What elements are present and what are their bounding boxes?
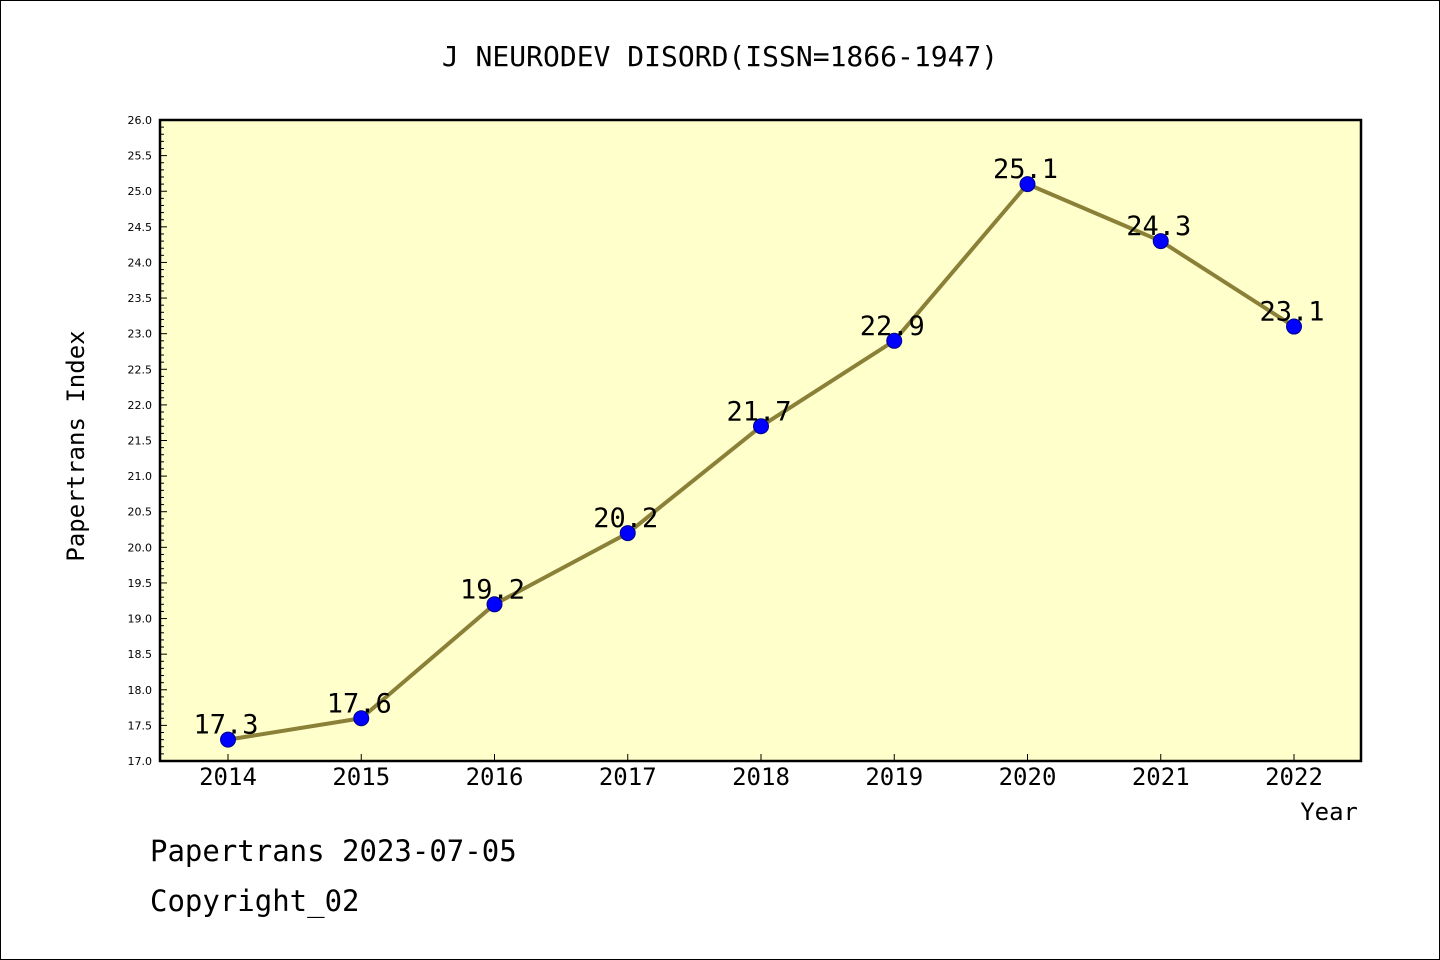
x-tick-label: 2014 [199, 763, 257, 791]
footer-copyright: Copyright_02 [150, 884, 360, 918]
y-tick-label: 23.5 [128, 292, 153, 305]
data-point [486, 596, 503, 613]
y-tick-label: 19.5 [128, 577, 153, 590]
data-label: 22.9 [860, 311, 925, 342]
data-label: 17.3 [193, 710, 258, 741]
data-label: 20.2 [593, 503, 658, 534]
data-point [886, 332, 903, 349]
data-point [353, 710, 370, 727]
data-label: 17.6 [327, 688, 392, 719]
y-tick-label: 17.0 [128, 755, 153, 768]
data-label: 23.1 [1259, 297, 1324, 328]
y-tick-label: 23.0 [128, 328, 153, 341]
x-tick-label: 2016 [466, 763, 524, 791]
y-tick-label: 25.5 [128, 150, 153, 163]
footer-date: Papertrans 2023-07-05 [150, 834, 517, 868]
x-axis-label: Year [1300, 798, 1358, 826]
data-label: 25.1 [993, 154, 1058, 185]
x-tick-label: 2018 [732, 763, 790, 791]
plot-area [160, 120, 1361, 761]
data-point [1286, 318, 1302, 335]
data-point [220, 731, 236, 748]
data-label: 24.3 [1126, 211, 1191, 242]
y-tick-label: 20.5 [128, 506, 153, 519]
plot-border [158, 118, 1363, 763]
y-tick-label: 20.0 [128, 541, 153, 554]
x-tick-label: 2020 [999, 763, 1057, 791]
y-tick-label: 25.0 [128, 185, 153, 198]
data-label: 21.7 [726, 396, 791, 427]
data-points [220, 176, 1302, 748]
x-tick-label: 2015 [332, 763, 390, 791]
y-axis-label: Papertrans Index [62, 330, 90, 561]
x-tick-label: 2019 [865, 763, 923, 791]
y-tick-label: 21.0 [128, 470, 153, 483]
x-tick-label: 2017 [599, 763, 657, 791]
data-point [753, 418, 769, 435]
data-point [619, 525, 636, 542]
y-tick-label: 22.5 [128, 363, 153, 376]
y-axis: 17.0 17.5 18.0 18.5 19.0 19.5 20.0 20.5 21.0 21.5… [128, 114, 167, 768]
y-tick-label: 18.0 [128, 684, 153, 697]
y-tick-label: 19.0 [128, 613, 153, 626]
y-tick-label: 21.5 [128, 435, 153, 448]
y-tick-label: 22.0 [128, 399, 153, 412]
y-tick-label: 17.5 [128, 719, 153, 732]
y-tick-label: 24.0 [128, 256, 153, 269]
y-tick-label: 24.5 [128, 221, 153, 234]
x-axis: 2014 2015 2016 2017 2018 2019 2020 2021 2022 [199, 754, 1323, 791]
data-label: 19.2 [460, 574, 525, 605]
x-tick-label: 2022 [1265, 763, 1323, 791]
data-point [1152, 233, 1169, 250]
data-labels: 17.3 17.6 19.2 20.2 21.7 22.9 25.1 24.3 23.1 [193, 154, 1324, 741]
x-tick-label: 2021 [1132, 763, 1190, 791]
y-tick-label: 26.0 [128, 114, 153, 127]
data-point [1019, 176, 1036, 193]
chart-title: J NEURODEV DISORD(ISSN=1866-1947) [442, 40, 998, 73]
y-tick-label: 18.5 [128, 648, 153, 661]
